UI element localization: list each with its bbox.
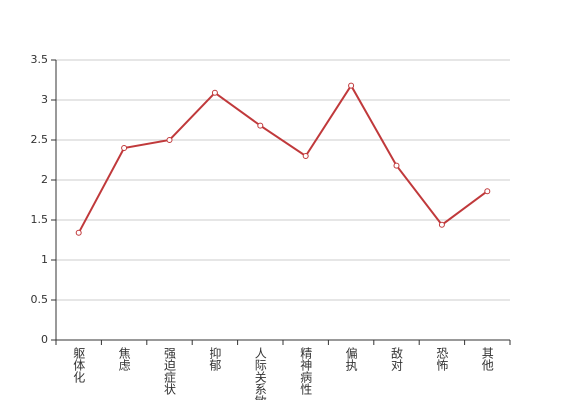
marker xyxy=(348,82,355,89)
x-tick-label: 偏执 xyxy=(344,346,358,372)
y-tick-label: 1.5 xyxy=(31,213,49,226)
x-tick-label: 精神病性 xyxy=(299,347,313,396)
marker xyxy=(302,153,309,159)
y-tick-label: 3.5 xyxy=(31,53,49,66)
y-tick-label: 2 xyxy=(41,173,48,186)
marker xyxy=(393,162,400,169)
marker xyxy=(484,188,491,195)
y-tick-label: 2.5 xyxy=(31,133,49,146)
marker xyxy=(257,122,264,129)
marker xyxy=(166,137,173,143)
line xyxy=(77,83,488,234)
x-tick-label: 其他 xyxy=(480,347,494,371)
x-tick-label: 躯体化 xyxy=(72,346,86,384)
y-tick-label: 0.5 xyxy=(31,293,49,306)
x-tick-label: 人际关系敏感 xyxy=(253,347,267,400)
y-tick-label: 0 xyxy=(41,333,48,346)
y-tick-label: 1 xyxy=(41,253,48,266)
x-tick-label: 抑郁 xyxy=(208,346,222,372)
x-tick-label: 敌对 xyxy=(390,346,404,371)
marker xyxy=(211,89,218,96)
x-tick-label: 恐怖 xyxy=(435,347,449,371)
x-tick-label: 焦虑 xyxy=(117,347,131,371)
marker xyxy=(121,145,128,151)
x-tick-label: 强迫症状 xyxy=(163,347,177,395)
marker xyxy=(438,221,445,228)
marker xyxy=(75,229,82,236)
y-tick-label: 3 xyxy=(41,93,48,106)
